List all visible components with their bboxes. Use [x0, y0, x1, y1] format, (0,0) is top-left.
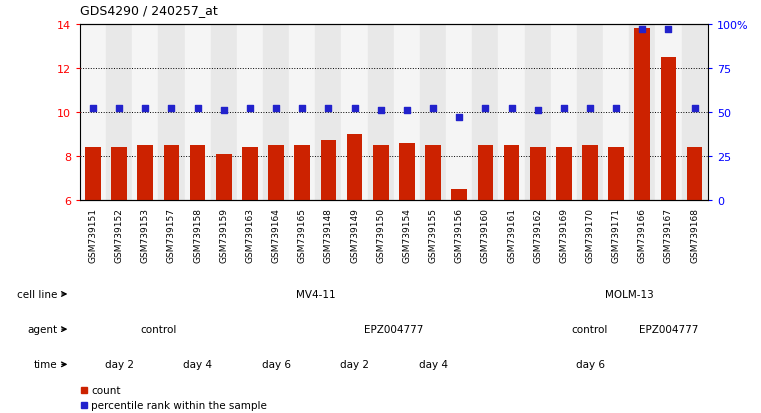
Bar — [184, 25, 211, 200]
Text: MOLM-13: MOLM-13 — [605, 289, 654, 299]
Text: day 4: day 4 — [183, 359, 212, 370]
Point — [532, 107, 544, 114]
Bar — [368, 25, 394, 200]
Bar — [473, 25, 498, 200]
Bar — [394, 25, 420, 200]
Bar — [237, 25, 263, 200]
Text: GDS4290 / 240257_at: GDS4290 / 240257_at — [80, 4, 218, 17]
Bar — [629, 25, 655, 200]
Bar — [551, 25, 577, 200]
Text: day 6: day 6 — [262, 359, 291, 370]
Bar — [347, 135, 362, 200]
Bar — [504, 145, 519, 200]
Bar — [111, 148, 127, 200]
Text: cell line: cell line — [18, 289, 58, 299]
Bar — [132, 25, 158, 200]
Bar — [425, 145, 441, 200]
Text: percentile rank within the sample: percentile rank within the sample — [91, 400, 267, 410]
Point — [192, 106, 204, 112]
Bar — [164, 145, 180, 200]
Text: day 2: day 2 — [105, 359, 134, 370]
Point — [610, 106, 622, 112]
Bar — [420, 25, 446, 200]
Bar — [295, 145, 310, 200]
Bar — [478, 145, 493, 200]
Bar — [138, 145, 153, 200]
Bar — [216, 154, 231, 200]
Point — [689, 106, 701, 112]
Bar — [582, 145, 598, 200]
Text: control: control — [572, 324, 608, 335]
Point — [479, 106, 492, 112]
Point — [401, 107, 413, 114]
Bar — [320, 141, 336, 200]
Bar — [530, 148, 546, 200]
Point — [505, 106, 517, 112]
Bar — [661, 58, 677, 200]
Point — [165, 106, 177, 112]
Point — [87, 106, 99, 112]
Bar — [655, 25, 682, 200]
Bar — [315, 25, 342, 200]
Point — [139, 106, 151, 112]
Point — [636, 27, 648, 33]
Bar — [635, 29, 650, 200]
Text: time: time — [34, 359, 58, 370]
Bar — [268, 145, 284, 200]
Bar — [106, 25, 132, 200]
Point — [323, 106, 335, 112]
Point — [113, 106, 126, 112]
Point — [662, 27, 674, 33]
Bar — [85, 148, 100, 200]
Bar — [342, 25, 368, 200]
Text: MV4-11: MV4-11 — [295, 289, 335, 299]
Bar — [399, 143, 415, 200]
Point — [244, 106, 256, 112]
Text: control: control — [140, 324, 177, 335]
Point — [427, 106, 439, 112]
Bar — [289, 25, 315, 200]
Bar — [687, 148, 702, 200]
Bar — [158, 25, 185, 200]
Bar — [498, 25, 524, 200]
Bar — [451, 189, 467, 200]
Bar — [189, 145, 205, 200]
Bar — [682, 25, 708, 200]
Point — [558, 106, 570, 112]
Bar — [608, 148, 624, 200]
Bar — [373, 145, 389, 200]
Bar — [577, 25, 603, 200]
Point — [374, 107, 387, 114]
Point — [270, 106, 282, 112]
Bar — [80, 25, 106, 200]
Bar — [556, 148, 572, 200]
Text: day 6: day 6 — [575, 359, 604, 370]
Point — [218, 107, 230, 114]
Bar — [603, 25, 629, 200]
Bar — [263, 25, 289, 200]
Text: count: count — [91, 385, 121, 395]
Bar — [242, 148, 258, 200]
Bar — [524, 25, 551, 200]
Text: day 2: day 2 — [340, 359, 369, 370]
Point — [296, 106, 308, 112]
Point — [453, 114, 465, 121]
Text: EPZ004777: EPZ004777 — [638, 324, 698, 335]
Text: EPZ004777: EPZ004777 — [364, 324, 424, 335]
Text: day 4: day 4 — [419, 359, 447, 370]
Point — [349, 106, 361, 112]
Point — [584, 106, 596, 112]
Text: agent: agent — [27, 324, 58, 335]
Bar — [446, 25, 473, 200]
Bar — [211, 25, 237, 200]
